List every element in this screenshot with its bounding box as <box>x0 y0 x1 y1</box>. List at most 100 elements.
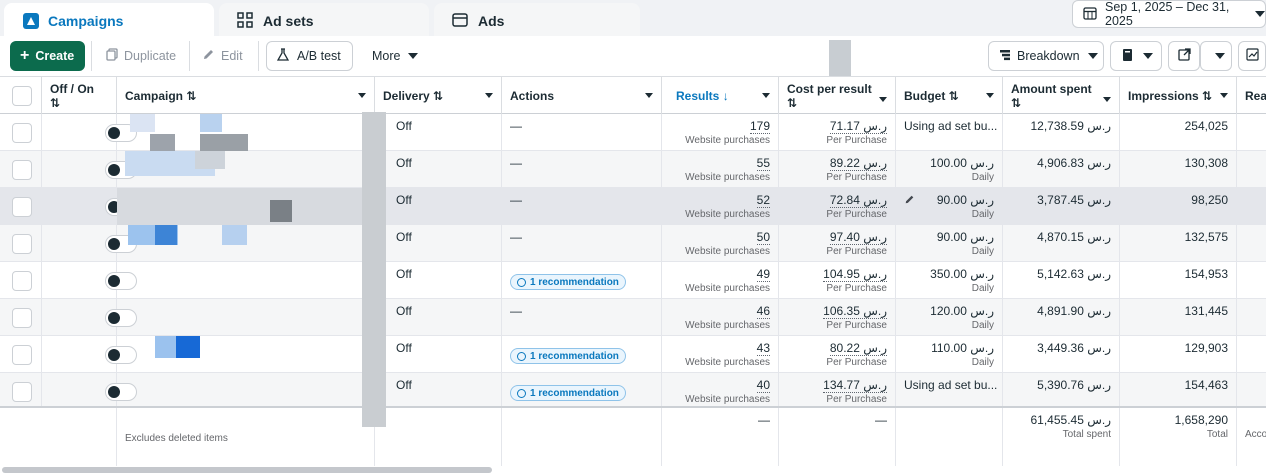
budget-cell[interactable]: 90.00 ر.س Daily <box>896 225 1003 262</box>
campaign-toggle[interactable] <box>105 124 137 142</box>
delivery-cell: Off <box>375 299 502 336</box>
table-row[interactable]: Off 1 recommendation 43 Website purchases… <box>0 336 1266 373</box>
date-range-picker[interactable]: Sep 1, 2025 – Dec 31, 2025 <box>1072 0 1266 28</box>
chevron-down-icon[interactable] <box>1220 93 1228 98</box>
create-button[interactable]: + Create <box>10 41 85 71</box>
header-actions[interactable]: Actions <box>502 77 662 115</box>
campaign-name-cell[interactable] <box>117 299 375 336</box>
budget-cell[interactable]: Using ad set bu... <box>896 373 1003 410</box>
charts-button[interactable] <box>1238 41 1266 71</box>
header-cost-per-result[interactable]: Cost per result ⇅ <box>779 77 896 115</box>
chevron-down-icon[interactable] <box>358 93 366 98</box>
row-checkbox[interactable] <box>12 345 32 365</box>
chevron-down-icon[interactable] <box>762 93 770 98</box>
tab-campaigns[interactable]: Campaigns <box>4 3 214 39</box>
chevron-down-icon[interactable] <box>485 93 493 98</box>
cpr-value[interactable]: 71.17 ر.س <box>829 119 887 134</box>
results-value[interactable]: 40 <box>756 378 770 393</box>
row-checkbox[interactable] <box>12 308 32 328</box>
cpr-value[interactable]: 97.40 ر.س <box>829 230 887 245</box>
budget-cell[interactable]: 350.00 ر.س Daily <box>896 262 1003 299</box>
delivery-cell: Off <box>375 262 502 299</box>
budget-cell[interactable]: 120.00 ر.س Daily <box>896 299 1003 336</box>
table-row[interactable]: Off 1 recommendation 40 Website purchases… <box>0 373 1266 410</box>
table-row[interactable]: Off — 46 Website purchases 106.35 ر.س Per … <box>0 299 1266 336</box>
actions-cell: 1 recommendation <box>502 336 662 373</box>
recommendation-badge[interactable]: 1 recommendation <box>510 348 626 364</box>
header-amount-spent[interactable]: Amount spent ⇅ <box>1003 77 1120 115</box>
tab-ad-sets[interactable]: Ad sets <box>219 3 429 39</box>
budget-cell[interactable]: 90.00 ر.س Daily <box>896 188 1003 225</box>
header-label: Budget <box>904 89 946 103</box>
table-row[interactable]: Off — 50 Website purchases 97.40 ر.س Per P… <box>0 225 1266 262</box>
results-value[interactable]: 52 <box>756 193 770 208</box>
date-range-label: Sep 1, 2025 – Dec 31, 2025 <box>1105 0 1230 28</box>
pencil-icon[interactable] <box>904 194 915 208</box>
results-value[interactable]: 46 <box>756 304 770 319</box>
impressions-value: 154,953 <box>1184 267 1228 281</box>
row-checkbox[interactable] <box>12 382 32 402</box>
cpr-value[interactable]: 106.35 ر.س <box>823 304 887 319</box>
export-menu-button[interactable] <box>1200 41 1232 71</box>
budget-cell[interactable]: 110.00 ر.س Daily <box>896 336 1003 373</box>
header-impressions[interactable]: Impressions ⇅ <box>1120 77 1237 115</box>
cpr-value[interactable]: 134.77 ر.س <box>823 378 887 393</box>
recommendation-badge[interactable]: 1 recommendation <box>510 274 626 290</box>
recommendation-badge[interactable]: 1 recommendation <box>510 385 626 401</box>
reports-button[interactable] <box>1110 41 1162 71</box>
chevron-down-icon[interactable] <box>986 93 994 98</box>
cpr-value[interactable]: 80.22 ر.س <box>829 341 887 356</box>
row-checkbox[interactable] <box>12 271 32 291</box>
row-checkbox[interactable] <box>12 123 32 143</box>
scrollbar-thumb[interactable] <box>2 467 492 473</box>
campaign-name-cell[interactable] <box>117 373 375 410</box>
header-delivery[interactable]: Delivery ⇅ <box>375 77 502 115</box>
sort-icon: ⇅ <box>948 89 959 103</box>
tab-ads[interactable]: Ads <box>434 3 640 39</box>
header-label: Actions <box>510 89 555 103</box>
header-off-on[interactable]: Off / On ⇅ <box>42 77 117 115</box>
header-results[interactable]: Results ↓ <box>662 77 779 115</box>
cpr-value[interactable]: 89.22 ر.س <box>829 156 887 171</box>
budget-cell[interactable]: Using ad set bu... <box>896 114 1003 151</box>
header-campaign[interactable]: Campaign ⇅ <box>117 77 375 115</box>
results-value[interactable]: 55 <box>756 156 770 171</box>
ab-test-button[interactable]: A/B test <box>266 41 353 71</box>
campaign-name-cell[interactable] <box>117 262 375 299</box>
redacted-campaign-name <box>117 188 362 225</box>
table-row[interactable]: Off — 179 Website purchases 71.17 ر.س Per … <box>0 114 1266 159</box>
cpr-value[interactable]: 72.84 ر.س <box>829 193 887 208</box>
row-checkbox[interactable] <box>12 160 32 180</box>
cpr-value[interactable]: 104.95 ر.س <box>823 267 887 282</box>
table-row[interactable]: Off 1 recommendation 49 Website purchases… <box>0 262 1266 299</box>
header-reach[interactable]: Rea <box>1237 77 1266 115</box>
table-row[interactable]: Off — 52 Website purchases 72.84 ر.س Per P… <box>0 188 1266 225</box>
campaign-toggle[interactable] <box>105 383 137 401</box>
chevron-down-icon[interactable] <box>1103 97 1111 102</box>
chevron-down-icon[interactable] <box>879 97 887 102</box>
campaign-toggle[interactable] <box>105 272 137 290</box>
chevron-down-icon[interactable] <box>645 93 653 98</box>
duplicate-button[interactable]: Duplicate <box>96 41 184 71</box>
budget-period: Daily <box>971 320 994 331</box>
results-value[interactable]: 43 <box>756 341 770 356</box>
total-spent-value: 61,455.45 ر.س <box>1030 413 1112 427</box>
export-button[interactable] <box>1168 41 1200 71</box>
results-value[interactable]: 179 <box>749 119 770 134</box>
budget-period: Daily <box>971 357 994 368</box>
budget-cell[interactable]: 100.00 ر.س Daily <box>896 151 1003 188</box>
horizontal-scrollbar[interactable] <box>0 466 1266 474</box>
campaign-toggle[interactable] <box>105 309 137 327</box>
campaign-toggle[interactable] <box>105 346 137 364</box>
header-budget[interactable]: Budget ⇅ <box>896 77 1003 115</box>
table-row[interactable]: Off — 55 Website purchases 89.22 ر.س Per P… <box>0 151 1266 188</box>
results-value[interactable]: 50 <box>756 230 770 245</box>
row-checkbox[interactable] <box>12 197 32 217</box>
results-value[interactable]: 49 <box>756 267 770 282</box>
edit-button[interactable]: Edit <box>192 41 252 71</box>
select-all-checkbox[interactable] <box>12 86 32 106</box>
breakdown-button[interactable]: Breakdown <box>988 41 1104 71</box>
budget-value: Using ad set bu... <box>904 378 998 392</box>
more-button[interactable]: More <box>362 41 424 71</box>
row-checkbox[interactable] <box>12 234 32 254</box>
